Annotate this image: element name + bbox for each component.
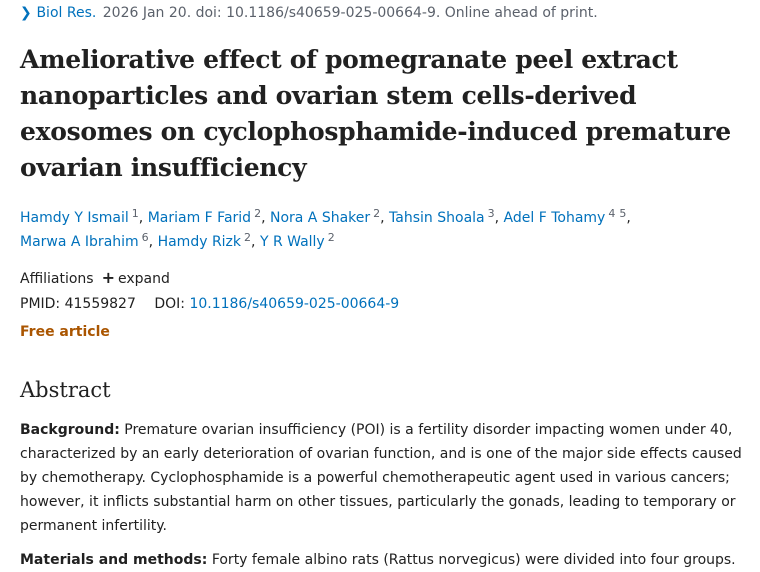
author-item: Adel F Tohamy 4 5,	[503, 207, 631, 226]
methods-text: Forty female albino rats (Rattus norvegi…	[211, 552, 736, 568]
abstract-methods: Materials and methods: Forty female albi…	[20, 548, 742, 572]
doi-label: DOI:	[154, 296, 185, 312]
author-item: Hamdy Rizk 2,	[157, 231, 260, 250]
author-link[interactable]: Mariam F Farid	[147, 210, 252, 226]
methods-label: Materials and methods:	[20, 552, 208, 568]
affiliation-ref[interactable]: 5	[619, 207, 627, 220]
citation-details: 2026 Jan 20. doi: 10.1186/s40659-025-006…	[102, 5, 598, 21]
authors-list: Hamdy Y Ismail 1, Mariam F Farid 2, Nora A…	[20, 206, 740, 254]
author-link[interactable]: Marwa A Ibrahim	[20, 234, 139, 250]
plus-icon: +	[101, 268, 115, 287]
affiliation-ref[interactable]: 2	[244, 231, 252, 244]
author-link[interactable]: Nora A Shaker	[269, 210, 371, 226]
pmid-value: 41559827	[64, 296, 136, 312]
author-link[interactable]: Hamdy Rizk	[157, 234, 242, 250]
author-link[interactable]: Adel F Tohamy	[503, 210, 606, 226]
affiliation-ref[interactable]: 4	[608, 207, 616, 220]
identifiers: PMID: 41559827 DOI: 10.1186/s40659-025-0…	[20, 294, 399, 314]
doi-link[interactable]: 10.1186/s40659-025-00664-9	[189, 296, 400, 312]
free-article-badge: Free article	[20, 324, 110, 340]
abstract-background: Background: Premature ovarian insufficie…	[20, 418, 742, 538]
background-label: Background:	[20, 422, 120, 438]
affiliation-ref[interactable]: 6	[141, 231, 149, 244]
author-item: Marwa A Ibrahim 6,	[20, 231, 158, 250]
author-link[interactable]: Tahsin Shoala	[389, 210, 485, 226]
affiliation-ref[interactable]: 3	[487, 207, 495, 220]
author-item: Hamdy Y Ismail 1,	[20, 207, 148, 226]
author-item: Y R Wally 2	[259, 231, 335, 250]
journal-link[interactable]: Biol Res.	[36, 5, 97, 21]
article-title: Ameliorative effect of pomegranate peel …	[20, 45, 731, 182]
author-item: Tahsin Shoala 3,	[389, 207, 504, 226]
affiliations-label: Affiliations	[20, 271, 94, 287]
abstract-heading: Abstract	[20, 378, 111, 402]
author-link[interactable]: Y R Wally	[259, 234, 325, 250]
chevron-right-icon[interactable]: ❯	[20, 5, 32, 21]
pmid-label: PMID:	[20, 296, 61, 312]
affiliations-toggle[interactable]: Affiliations + expand	[20, 268, 170, 289]
author-item: Mariam F Farid 2,	[147, 207, 270, 226]
author-link[interactable]: Hamdy Y Ismail	[20, 210, 129, 226]
affiliation-ref[interactable]: 2	[327, 231, 335, 244]
citation-line: ❯ Biol Res. 2026 Jan 20. doi: 10.1186/s4…	[20, 4, 598, 22]
background-text: Premature ovarian insufficiency (POI) is…	[20, 422, 742, 534]
affiliation-ref[interactable]: 2	[373, 207, 381, 220]
expand-label: expand	[118, 271, 170, 287]
affiliation-ref[interactable]: 2	[254, 207, 262, 220]
author-item: Nora A Shaker 2,	[269, 207, 390, 226]
affiliation-ref[interactable]: 1	[131, 207, 139, 220]
